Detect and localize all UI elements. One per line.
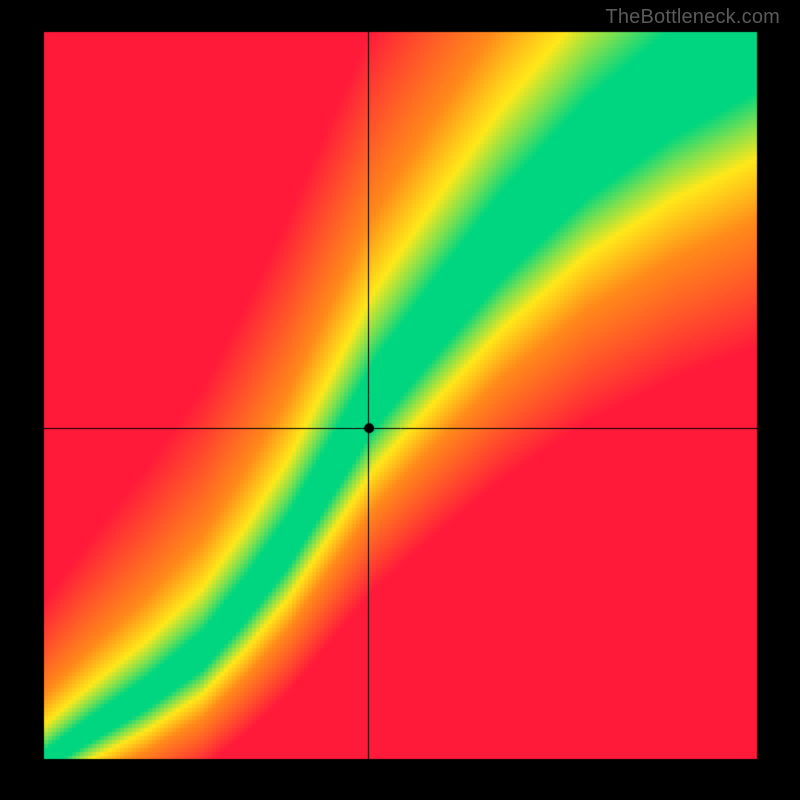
bottleneck-heatmap [0, 0, 800, 800]
chart-container: TheBottleneck.com [0, 0, 800, 800]
watermark-text: TheBottleneck.com [605, 6, 780, 29]
